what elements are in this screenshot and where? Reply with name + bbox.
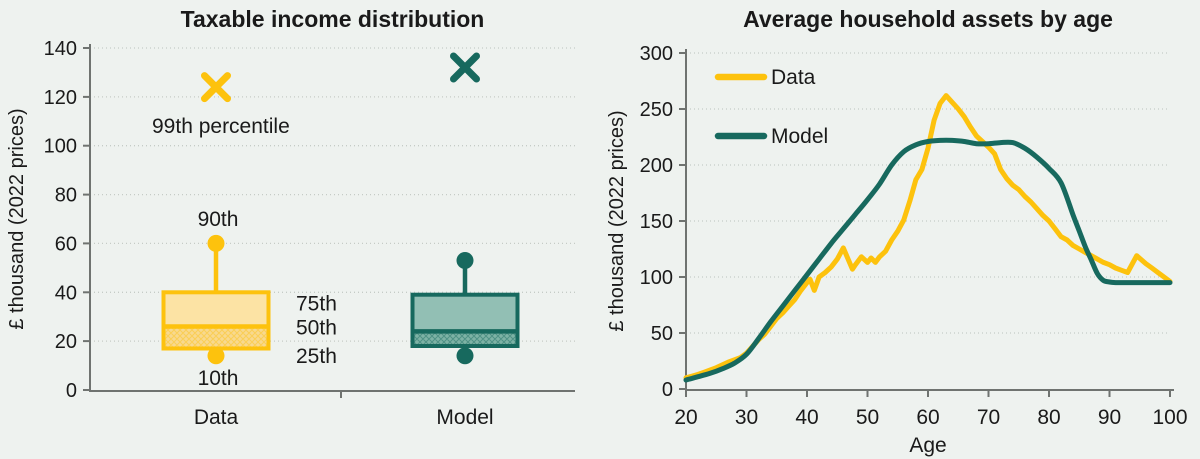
p90-dot-marker: [207, 234, 225, 252]
box-border: [410, 292, 520, 349]
y-tick-label: 80: [55, 185, 77, 207]
y-tick-label: 140: [44, 38, 77, 60]
x-tick-label: 100: [1152, 406, 1187, 429]
x-tick-label: 50: [856, 406, 879, 429]
box-hatch-band: [412, 331, 518, 347]
line-chart-panel: 0 50 100 150 200 250 300 20 30 40 50 60 70 80 90 100 Age…: [600, 0, 1200, 459]
box-border: [161, 290, 271, 351]
p99-x-marker: [450, 52, 480, 83]
legend-label: Model: [771, 125, 828, 148]
y-tick-label: 300: [640, 43, 673, 65]
model-series-line: [683, 137, 1173, 383]
percentile-annotation: 99th percentile: [152, 115, 290, 138]
y-tick-label: 200: [640, 155, 673, 177]
percentile-annotation: 10th: [198, 367, 239, 390]
boxplot-panel: 0 20 40 60 80 100 120 140 Data Model Taxable incom…: [6, 6, 575, 429]
y-tick-label: 20: [55, 331, 77, 353]
x-tick-label: 90: [1098, 406, 1121, 429]
category-label: Model: [436, 406, 493, 429]
x-tick-label: 20: [674, 406, 697, 429]
y-tick-label: 150: [640, 211, 673, 233]
y-tick-label: 120: [44, 87, 77, 109]
y-tick-label: 250: [640, 99, 673, 121]
x-tick-label: 70: [977, 406, 1000, 429]
p10-dot-marker: [456, 347, 474, 365]
x-axis-title: Age: [909, 434, 946, 457]
p90-dot-marker: [456, 252, 474, 269]
y-tick-label: 100: [640, 267, 673, 289]
y-tick-label: 0: [66, 380, 77, 402]
percentile-annotation: 25th: [296, 345, 337, 368]
y-axis-title: £ thousand (2022 prices): [6, 108, 28, 329]
x-tick-label: 80: [1037, 406, 1060, 429]
x-tick-label: 60: [916, 406, 939, 429]
line-chart-svg: 0 50 100 150 200 250 300 20 30 40 50 60 70 80 90 100 Age…: [606, 6, 1188, 457]
boxplot-svg: 0 20 40 60 80 100 120 140 Data Model Taxable incom…: [6, 6, 575, 429]
category-label: Data: [194, 406, 239, 429]
y-tick-label: 50: [651, 323, 673, 345]
box-hatch-band: [163, 326, 269, 349]
p10-dot-marker: [207, 347, 225, 365]
y-tick-label: 100: [44, 136, 77, 158]
percentile-annotation: 50th: [296, 317, 337, 340]
chart-title: Taxable income distribution: [181, 6, 485, 32]
legend-label: Data: [771, 66, 816, 89]
y-tick-label: 40: [55, 282, 77, 304]
percentile-annotation: 90th: [198, 208, 239, 231]
x-tick-label: 40: [795, 406, 818, 429]
p99-x-marker: [201, 72, 231, 103]
y-axis-title: £ thousand (2022 prices): [606, 110, 628, 331]
y-tick-label: 60: [55, 233, 77, 255]
x-tick-label: 30: [735, 406, 758, 429]
chart-title: Average household assets by age: [743, 6, 1113, 32]
y-tick-label: 0: [662, 379, 673, 401]
percentile-annotation: 75th: [296, 292, 337, 315]
